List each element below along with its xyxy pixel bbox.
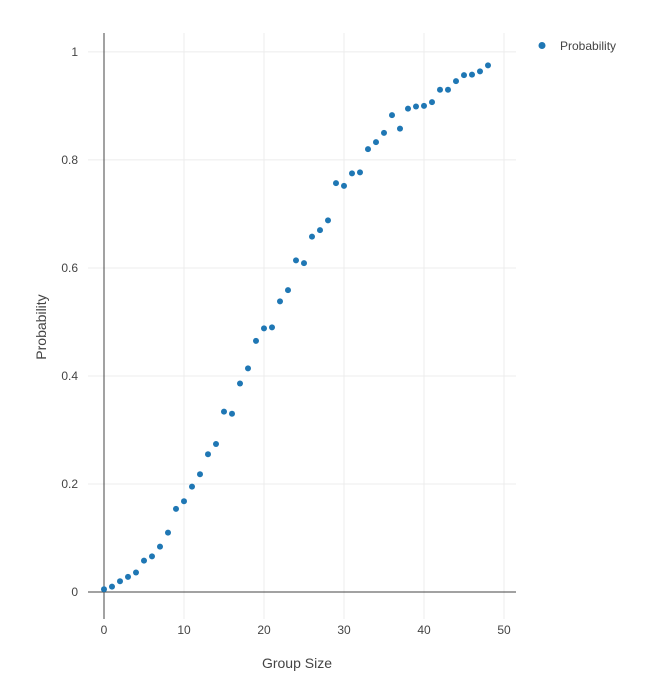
data-point bbox=[461, 72, 467, 79]
x-tick-label: 40 bbox=[417, 623, 431, 637]
data-point bbox=[485, 62, 491, 69]
data-point bbox=[413, 103, 419, 110]
data-point bbox=[197, 471, 203, 478]
data-point bbox=[173, 505, 179, 512]
data-point bbox=[453, 78, 459, 85]
data-point bbox=[469, 71, 475, 78]
data-point bbox=[429, 99, 435, 106]
data-point bbox=[341, 182, 347, 189]
data-point bbox=[389, 112, 395, 119]
data-point bbox=[141, 557, 147, 564]
data-point bbox=[109, 583, 115, 590]
data-point bbox=[221, 408, 227, 415]
y-tick-label: 0 bbox=[71, 585, 78, 599]
y-gridlines bbox=[88, 51, 516, 485]
data-point bbox=[125, 573, 131, 580]
data-point bbox=[333, 180, 339, 187]
data-point bbox=[285, 287, 291, 294]
data-point bbox=[101, 586, 107, 593]
y-tick-label: 1 bbox=[71, 45, 78, 59]
y-tick-label: 0.2 bbox=[61, 477, 78, 491]
data-point bbox=[381, 129, 387, 136]
data-point bbox=[149, 553, 155, 560]
data-point bbox=[213, 441, 219, 448]
legend-marker bbox=[538, 42, 546, 49]
data-point bbox=[477, 68, 483, 75]
y-tick-label: 0.8 bbox=[61, 153, 78, 167]
data-point bbox=[253, 337, 259, 344]
data-point bbox=[373, 139, 379, 146]
data-point bbox=[133, 569, 139, 576]
legend-label: Probability bbox=[560, 39, 616, 53]
data-point bbox=[245, 365, 251, 372]
data-point bbox=[445, 86, 451, 93]
data-point bbox=[437, 86, 443, 93]
data-point bbox=[421, 102, 427, 109]
data-point bbox=[189, 483, 195, 490]
y-tick-label: 0.4 bbox=[61, 369, 78, 383]
x-tick-label: 10 bbox=[177, 623, 191, 637]
data-point bbox=[301, 260, 307, 267]
y-axis-title: Probability bbox=[33, 294, 49, 359]
data-point bbox=[349, 170, 355, 177]
data-point bbox=[237, 380, 243, 387]
x-gridlines bbox=[183, 33, 505, 619]
x-tick-label: 30 bbox=[337, 623, 351, 637]
data-point bbox=[165, 529, 171, 536]
legend[interactable]: Probability bbox=[538, 39, 617, 53]
data-point bbox=[157, 543, 163, 550]
y-tick-labels: 0 0.2 0.4 0.6 0.8 1 bbox=[61, 45, 78, 599]
data-point bbox=[181, 498, 187, 505]
data-point bbox=[405, 105, 411, 112]
data-point bbox=[117, 578, 123, 585]
data-point bbox=[317, 227, 323, 234]
data-point bbox=[229, 410, 235, 417]
x-tick-label: 20 bbox=[257, 623, 271, 637]
x-tick-label: 0 bbox=[101, 623, 108, 637]
data-point bbox=[269, 324, 275, 331]
axes bbox=[88, 33, 516, 619]
data-point bbox=[357, 169, 363, 176]
x-axis-title: Group Size bbox=[262, 655, 332, 671]
data-points bbox=[101, 62, 491, 593]
data-point bbox=[309, 233, 315, 240]
y-tick-label: 0.6 bbox=[61, 261, 78, 275]
data-point bbox=[325, 217, 331, 224]
data-point bbox=[397, 125, 403, 132]
data-point bbox=[277, 298, 283, 305]
data-point bbox=[261, 325, 267, 332]
x-tick-label: 50 bbox=[497, 623, 511, 637]
x-tick-labels: 0 10 20 30 40 50 bbox=[101, 623, 511, 637]
data-point bbox=[293, 257, 299, 264]
data-point bbox=[365, 146, 371, 153]
data-point bbox=[205, 451, 211, 458]
